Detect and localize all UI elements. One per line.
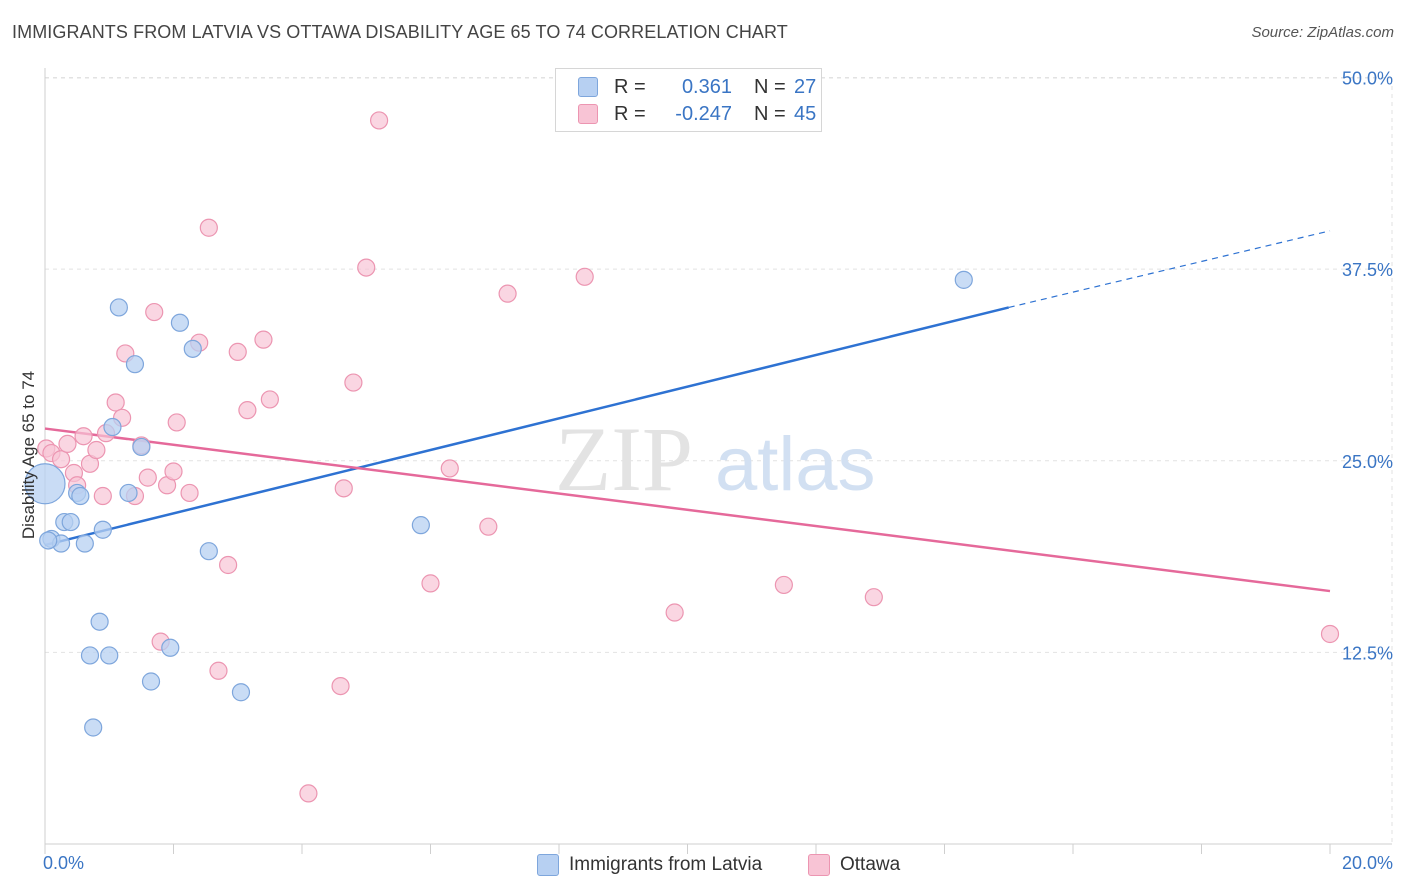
legend-r-value: 0.361 — [681, 75, 732, 98]
x-tick-label: 20.0% — [1342, 853, 1393, 873]
point-latvia — [170, 313, 190, 332]
point-ottawa — [164, 462, 183, 481]
point-ottawa — [299, 784, 318, 803]
trend-line-latvia — [44, 306, 1010, 547]
point-ottawa — [1320, 624, 1340, 644]
point-ottawa — [145, 302, 164, 322]
point-latvia — [84, 718, 103, 737]
point-latvia — [75, 534, 94, 553]
point-ottawa — [498, 284, 517, 303]
watermark-atlas: atlas — [715, 422, 876, 507]
point-latvia — [119, 483, 138, 503]
point-latvia — [231, 683, 251, 702]
point-ottawa — [665, 603, 684, 622]
bottom-legend-label-ottawa: Ottawa — [840, 854, 901, 875]
bottom-legend-ottawa: Ottawa — [808, 852, 900, 878]
point-ottawa — [87, 440, 106, 460]
point-ottawa — [238, 401, 257, 420]
point-latvia — [161, 638, 180, 657]
point-ottawa — [479, 517, 498, 536]
point-latvia — [103, 417, 122, 437]
point-ottawa — [774, 575, 793, 595]
point-latvia — [39, 531, 58, 550]
point-ottawa — [106, 393, 125, 412]
data-points — [24, 111, 1340, 803]
stats-legend: R = 0.361 N = 27 R = -0.247 N = 45 — [555, 68, 822, 132]
y-tick-label: 37.5% — [1342, 260, 1393, 280]
bottom-swatch-pink — [808, 854, 830, 876]
legend-n-value: 27 — [794, 75, 817, 98]
point-ottawa — [331, 677, 350, 696]
legend-n-value: 45 — [794, 102, 817, 125]
watermark-zip: ZIP — [555, 408, 693, 510]
y-tick-label: 50.0% — [1342, 69, 1393, 89]
point-ottawa — [440, 459, 459, 478]
point-latvia — [954, 270, 973, 289]
point-ottawa — [138, 468, 157, 487]
point-ottawa — [344, 373, 363, 392]
legend-swatch-pink — [578, 104, 598, 124]
bottom-legend-label-latvia: Immigrants from Latvia — [569, 854, 763, 875]
point-latvia — [61, 512, 80, 532]
point-ottawa — [228, 342, 247, 362]
point-latvia — [109, 298, 128, 317]
legend-swatch-blue — [578, 77, 598, 97]
point-ottawa — [58, 434, 77, 453]
point-latvia — [132, 437, 151, 457]
point-latvia — [183, 339, 202, 358]
bottom-legend-latvia: Immigrants from Latvia — [537, 852, 762, 878]
legend-row-latvia: R = 0.361 N = 27 — [578, 74, 816, 100]
point-latvia — [199, 542, 218, 561]
point-ottawa — [209, 661, 228, 680]
point-latvia — [411, 516, 430, 535]
point-ottawa — [370, 111, 389, 130]
point-ottawa — [51, 450, 71, 469]
point-ottawa — [421, 574, 440, 593]
chart-title: IMMIGRANTS FROM LATVIA VS OTTAWA DISABIL… — [12, 22, 788, 42]
point-ottawa — [254, 330, 273, 349]
point-ottawa — [334, 479, 353, 498]
point-ottawa — [74, 427, 93, 446]
point-latvia — [125, 355, 145, 374]
point-ottawa — [260, 390, 279, 409]
point-ottawa — [864, 588, 883, 607]
trend-line-ottawa — [44, 427, 1331, 593]
point-ottawa — [575, 267, 594, 286]
point-ottawa — [219, 555, 238, 575]
point-latvia — [90, 612, 109, 631]
legend-n-label: N = — [754, 75, 786, 98]
legend-row-ottawa: R = -0.247 N = 45 — [578, 101, 816, 127]
point-ottawa — [357, 258, 376, 277]
legend-r-value: -0.247 — [675, 102, 732, 125]
point-latvia — [93, 520, 112, 539]
y-tick-label: 12.5% — [1342, 643, 1393, 663]
legend-r-label: R = — [614, 102, 646, 125]
point-ottawa — [180, 483, 199, 503]
point-ottawa — [93, 486, 112, 506]
point-latvia — [71, 486, 90, 506]
point-latvia — [24, 463, 66, 505]
source-credit: Source: ZipAtlas.com — [1251, 24, 1394, 41]
legend-r-label: R = — [614, 75, 646, 98]
y-axis-label: Disability Age 65 to 74 — [19, 371, 38, 539]
point-ottawa — [199, 218, 218, 237]
legend-n-label: N = — [754, 102, 786, 125]
point-latvia — [141, 672, 161, 691]
point-latvia — [80, 646, 100, 665]
tick-labels: 12.5% 25.0% 37.5% 50.0% 0.0% 20.0% — [43, 69, 1393, 874]
trend-lines — [44, 230, 1331, 593]
x-tick-label: 0.0% — [43, 853, 84, 873]
point-ottawa — [167, 413, 186, 432]
y-tick-label: 25.0% — [1342, 452, 1393, 472]
trend-line-latvia-extension — [1008, 230, 1331, 309]
point-latvia — [100, 646, 119, 665]
bottom-swatch-blue — [537, 854, 559, 876]
